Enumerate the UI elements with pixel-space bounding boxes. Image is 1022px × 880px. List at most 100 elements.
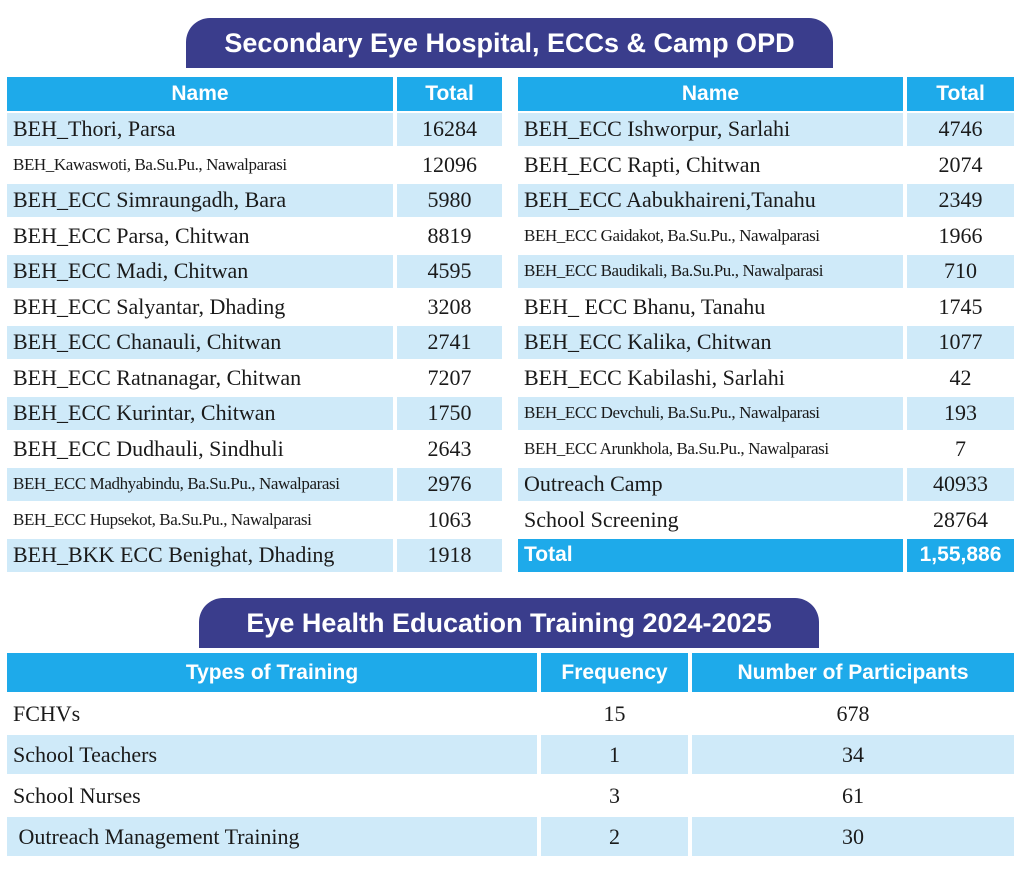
grand-total-label: Total	[518, 538, 907, 574]
facility-name: BEH_ECC Devchuli, Ba.Su.Pu., Nawalparasi	[518, 396, 907, 432]
training-title-banner	[199, 598, 819, 648]
facility-name: BEH_ECC Kalika, Chitwan	[518, 325, 907, 361]
table-row: BEH_ECC Chanauli, Chitwan 2741	[7, 325, 502, 361]
facility-name: BEH_ECC Arunkhola, Ba.Su.Pu., Nawalparas…	[518, 432, 907, 468]
facility-total: 2741	[397, 325, 502, 361]
facility-total: 4595	[397, 254, 502, 290]
facility-name: BEH_ECC Rapti, Chitwan	[518, 148, 907, 184]
table-row: School Screening 28764	[518, 503, 1014, 539]
table-row: BEH_ECC Baudikali, Ba.Su.Pu., Nawalparas…	[518, 254, 1014, 290]
table-row: BEH_Thori, Parsa 16284	[7, 112, 502, 148]
facility-total: 2349	[907, 183, 1014, 219]
facility-name: BEH_BKK ECC Benighat, Dhading	[7, 538, 397, 574]
training-type: FCHVs	[7, 694, 541, 735]
facility-name: Outreach Camp	[518, 467, 907, 503]
table-row: School Nurses 3 61	[7, 776, 1014, 817]
col-header-frequency: Frequency	[541, 653, 692, 694]
facility-total: 710	[907, 254, 1014, 290]
training-frequency: 3	[541, 776, 692, 817]
table-row: Outreach Management Training 2 30	[7, 817, 1014, 858]
training-participants: 34	[692, 735, 1014, 776]
table-row: BEH_ECC Kurintar, Chitwan 1750	[7, 396, 502, 432]
facility-name: BEH_ECC Madi, Chitwan	[7, 254, 397, 290]
col-header-participants: Number of Participants	[692, 653, 1014, 694]
col-header-name: Name	[7, 77, 397, 113]
facility-name: BEH_ECC Parsa, Chitwan	[7, 219, 397, 255]
training-type: School Nurses	[7, 776, 541, 817]
facility-name: BEH_ECC Dudhauli, Sindhuli	[7, 432, 397, 468]
facility-total: 1063	[397, 503, 502, 539]
training-type: Outreach Management Training	[7, 817, 541, 858]
facility-total: 2976	[397, 467, 502, 503]
facility-total: 7	[907, 432, 1014, 468]
facility-name: BEH_ECC Gaidakot, Ba.Su.Pu., Nawalparasi	[518, 219, 907, 255]
opd-table-left: Name Total BEH_Thori, Parsa 16284 BEH_Kawa…	[7, 77, 502, 574]
facility-name: BEH_ECC Kabilashi, Sarlahi	[518, 361, 907, 397]
training-type: School Teachers	[7, 735, 541, 776]
table-row: BEH_ECC Aabukhaireni,Tanahu 2349	[518, 183, 1014, 219]
opd-title: Secondary Eye Hospital, ECCs & Camp OPD	[224, 27, 795, 58]
facility-name: BEH_ECC Hupsekot, Ba.Su.Pu., Nawalparasi	[7, 503, 397, 539]
table-row: BEH_ECC Devchuli, Ba.Su.Pu., Nawalparasi…	[518, 396, 1014, 432]
facility-total: 4746	[907, 112, 1014, 148]
facility-total: 42	[907, 361, 1014, 397]
table-row: BEH_ECC Rapti, Chitwan 2074	[518, 148, 1014, 184]
table-row: BEH_ECC Gaidakot, Ba.Su.Pu., Nawalparasi…	[518, 219, 1014, 255]
col-header-training-type: Types of Training	[7, 653, 541, 694]
col-header-total: Total	[907, 77, 1014, 113]
table-row: BEH_ECC Parsa, Chitwan 8819	[7, 219, 502, 255]
facility-name: BEH_Kawaswoti, Ba.Su.Pu., Nawalparasi	[7, 148, 397, 184]
table-row: BEH_ECC Dudhauli, Sindhuli 2643	[7, 432, 502, 468]
table-row: Outreach Camp 40933	[518, 467, 1014, 503]
table-row: BEH_ECC Simraungadh, Bara 5980	[7, 183, 502, 219]
table-row: BEH_ECC Kalika, Chitwan 1077	[518, 325, 1014, 361]
facility-name: BEH_ ECC Bhanu, Tanahu	[518, 290, 907, 326]
facility-total: 5980	[397, 183, 502, 219]
grand-total-value: 1,55,886	[907, 538, 1014, 574]
col-header-total: Total	[397, 77, 502, 113]
training-frequency: 1	[541, 735, 692, 776]
table-row: BEH_ECC Madi, Chitwan 4595	[7, 254, 502, 290]
facility-name: BEH_ECC Salyantar, Dhading	[7, 290, 397, 326]
facility-total: 16284	[397, 112, 502, 148]
table-row: BEH_ECC Kabilashi, Sarlahi 42	[518, 361, 1014, 397]
facility-total: 193	[907, 396, 1014, 432]
col-header-name: Name	[518, 77, 907, 113]
facility-name: BEH_ECC Chanauli, Chitwan	[7, 325, 397, 361]
facility-name: School Screening	[518, 503, 907, 539]
training-title: Eye Health Education Training 2024-2025	[246, 607, 772, 638]
table-row: BEH_ECC Ishworpur, Sarlahi 4746	[518, 112, 1014, 148]
facility-total: 1750	[397, 396, 502, 432]
training-participants: 678	[692, 694, 1014, 735]
facility-total: 8819	[397, 219, 502, 255]
facility-total: 12096	[397, 148, 502, 184]
table-row: BEH_ ECC Bhanu, Tanahu 1745	[518, 290, 1014, 326]
facility-total: 2643	[397, 432, 502, 468]
table-row: BEH_ECC Salyantar, Dhading 3208	[7, 290, 502, 326]
table-row: BEH_ECC Hupsekot, Ba.Su.Pu., Nawalparasi…	[7, 503, 502, 539]
table-row: BEH_ECC Madhyabindu, Ba.Su.Pu., Nawalpar…	[7, 467, 502, 503]
facility-name: BEH_ECC Baudikali, Ba.Su.Pu., Nawalparas…	[518, 254, 907, 290]
facility-total: 28764	[907, 503, 1014, 539]
facility-total: 1966	[907, 219, 1014, 255]
table-row: BEH_ECC Ratnanagar, Chitwan 7207	[7, 361, 502, 397]
training-participants: 30	[692, 817, 1014, 858]
facility-name: BEH_ECC Kurintar, Chitwan	[7, 396, 397, 432]
table-row: BEH_ECC Arunkhola, Ba.Su.Pu., Nawalparas…	[518, 432, 1014, 468]
table-row: BEH_BKK ECC Benighat, Dhading 1918	[7, 538, 502, 574]
facility-total: 1745	[907, 290, 1014, 326]
opd-title-banner	[186, 18, 833, 68]
facility-total: 3208	[397, 290, 502, 326]
facility-name: BEH_ECC Aabukhaireni,Tanahu	[518, 183, 907, 219]
table-row: School Teachers 1 34	[7, 735, 1014, 776]
training-frequency: 2	[541, 817, 692, 858]
facility-name: BEH_ECC Simraungadh, Bara	[7, 183, 397, 219]
facility-name: BEH_ECC Ratnanagar, Chitwan	[7, 361, 397, 397]
facility-total: 40933	[907, 467, 1014, 503]
training-participants: 61	[692, 776, 1014, 817]
facility-name: BEH_ECC Madhyabindu, Ba.Su.Pu., Nawalpar…	[7, 467, 397, 503]
facility-name: BEH_Thori, Parsa	[7, 112, 397, 148]
training-frequency: 15	[541, 694, 692, 735]
facility-total: 7207	[397, 361, 502, 397]
facility-total: 1077	[907, 325, 1014, 361]
